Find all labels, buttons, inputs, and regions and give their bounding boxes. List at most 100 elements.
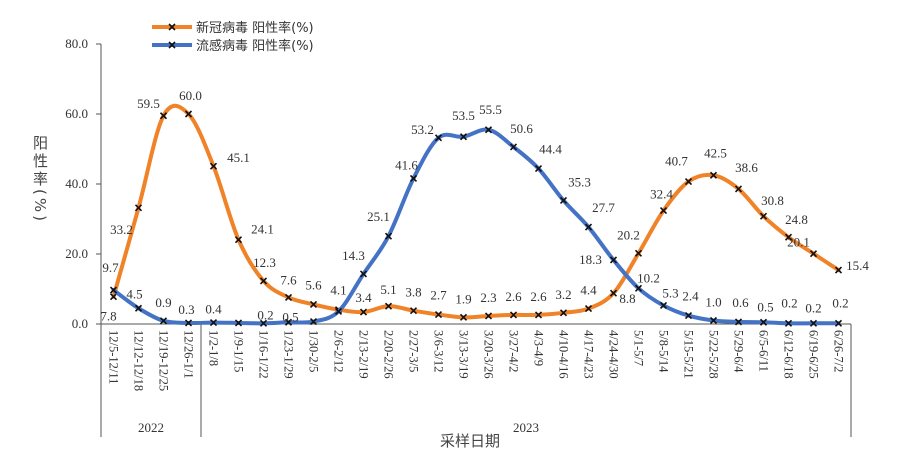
data-label: 50.6: [510, 121, 533, 136]
x-tick-label: 2/27-3/5: [407, 330, 421, 372]
data-label: 4.5: [126, 286, 142, 301]
data-point-marker: [659, 301, 668, 310]
data-point-marker: [609, 289, 618, 297]
data-point-marker: [384, 232, 393, 240]
data-point-marker: [434, 134, 443, 142]
year-label: 2022: [138, 420, 164, 435]
x-tick-label: 5/22-5/28: [707, 330, 721, 379]
data-point-marker: [784, 233, 793, 241]
data-label: 44.4: [539, 142, 562, 157]
data-point-marker: [159, 317, 168, 325]
data-point-marker: [709, 316, 718, 325]
data-point-marker: [184, 319, 193, 327]
y-tick-label: 20.0: [65, 246, 88, 261]
x-tick-label: 5/8-5/14: [657, 330, 671, 373]
y-tick-label: 80.0: [65, 36, 88, 51]
data-point-marker: [634, 249, 643, 257]
data-point-marker: [759, 318, 768, 326]
data-point-marker: [284, 318, 293, 326]
data-point-marker: [684, 312, 693, 320]
data-point-marker: [134, 204, 143, 212]
data-label: 4.4: [580, 283, 597, 298]
data-label: 0.9: [155, 295, 171, 310]
data-label: 0.2: [257, 307, 273, 322]
data-point-marker: [234, 236, 243, 244]
data-label: 2.6: [505, 289, 522, 304]
x-tick-label: 12/26-1/1: [182, 330, 196, 379]
data-point-marker: [809, 319, 818, 327]
series-line: [111, 103, 841, 320]
x-tick-label: 2/20-2/26: [382, 330, 396, 379]
data-label: 4.1: [330, 283, 346, 298]
data-point-marker: [459, 133, 468, 141]
data-point-marker: [834, 266, 843, 274]
data-point-marker: [734, 185, 743, 193]
data-label: 59.5: [137, 96, 160, 111]
x-tick-label: 12/19-12/25: [157, 330, 171, 391]
data-point-marker: [234, 319, 243, 327]
x-tick-label: 2/13-2/19: [357, 330, 371, 379]
data-point-marker: [534, 311, 543, 319]
data-label: 24.1: [251, 222, 274, 237]
data-point-marker: [659, 207, 668, 215]
x-tick-label: 3/27-4/2: [507, 330, 521, 372]
data-label: 0.2: [805, 300, 821, 315]
data-label: 53.5: [452, 108, 475, 123]
data-point-marker: [584, 223, 593, 231]
x-tick-label: 5/15-5/21: [682, 330, 696, 379]
data-label: 3.4: [355, 290, 372, 305]
data-label: 7.8: [100, 309, 116, 324]
data-point-marker: [184, 110, 193, 118]
data-point-marker: [284, 293, 293, 301]
x-tick-label: 1/23-1/29: [282, 330, 296, 379]
data-label: 25.1: [367, 209, 390, 224]
data-label: 9.7: [102, 260, 119, 275]
data-label: 8.8: [619, 291, 635, 306]
x-tick-label: 4/10-4/16: [557, 330, 571, 379]
data-point-marker: [509, 311, 518, 319]
data-label: 24.8: [785, 212, 808, 227]
data-label: 60.0: [179, 88, 202, 103]
x-tick-label: 6/26-7/2: [832, 330, 846, 372]
data-point-marker: [409, 307, 418, 315]
data-label: 5.1: [380, 282, 396, 297]
data-label: 2.4: [682, 289, 699, 304]
data-label: 45.1: [227, 150, 250, 165]
data-point-marker: [834, 319, 843, 327]
data-point-marker: [684, 177, 693, 186]
data-point-marker: [109, 293, 118, 301]
data-point-marker: [709, 171, 718, 179]
x-tick-label: 4/3-4/9: [532, 330, 546, 366]
data-label: 55.5: [479, 102, 502, 117]
legend-marker: [168, 41, 176, 49]
data-label: 0.6: [732, 295, 749, 310]
data-label: 53.2: [411, 122, 434, 137]
data-point-marker: [359, 308, 368, 316]
x-tick-label: 3/13-3/19: [457, 330, 471, 379]
data-point-marker: [759, 212, 768, 220]
y-tick-label: 40.0: [65, 176, 88, 191]
data-point-marker: [484, 312, 493, 320]
data-label: 7.6: [280, 272, 297, 287]
data-label: 0.2: [832, 295, 848, 310]
data-point-marker: [384, 302, 393, 310]
data-label: 10.2: [637, 270, 660, 285]
x-tick-label: 3/6-3/12: [432, 330, 446, 372]
data-point-marker: [484, 126, 493, 134]
data-point-marker: [584, 305, 593, 313]
data-point-marker: [784, 319, 793, 327]
data-label: 38.6: [735, 160, 758, 175]
data-point-marker: [509, 143, 518, 151]
data-point-marker: [559, 196, 568, 205]
data-label: 0.5: [282, 309, 298, 324]
series-covid: 7.8 33.2 59.5 60.0 45.1 24.1 12.3 7.6 5.6 4.1 3.4 5…: [100, 88, 869, 324]
year-label: 2023: [513, 420, 539, 435]
data-label: 1.0: [705, 295, 721, 310]
x-tick-label: 12/12-12/18: [132, 330, 146, 391]
data-label: 15.4: [846, 258, 869, 273]
x-tick-label: 1/30-2/5: [307, 330, 321, 372]
data-label: 30.8: [761, 193, 784, 208]
data-point-marker: [334, 307, 343, 315]
data-label: 20.2: [617, 227, 640, 242]
